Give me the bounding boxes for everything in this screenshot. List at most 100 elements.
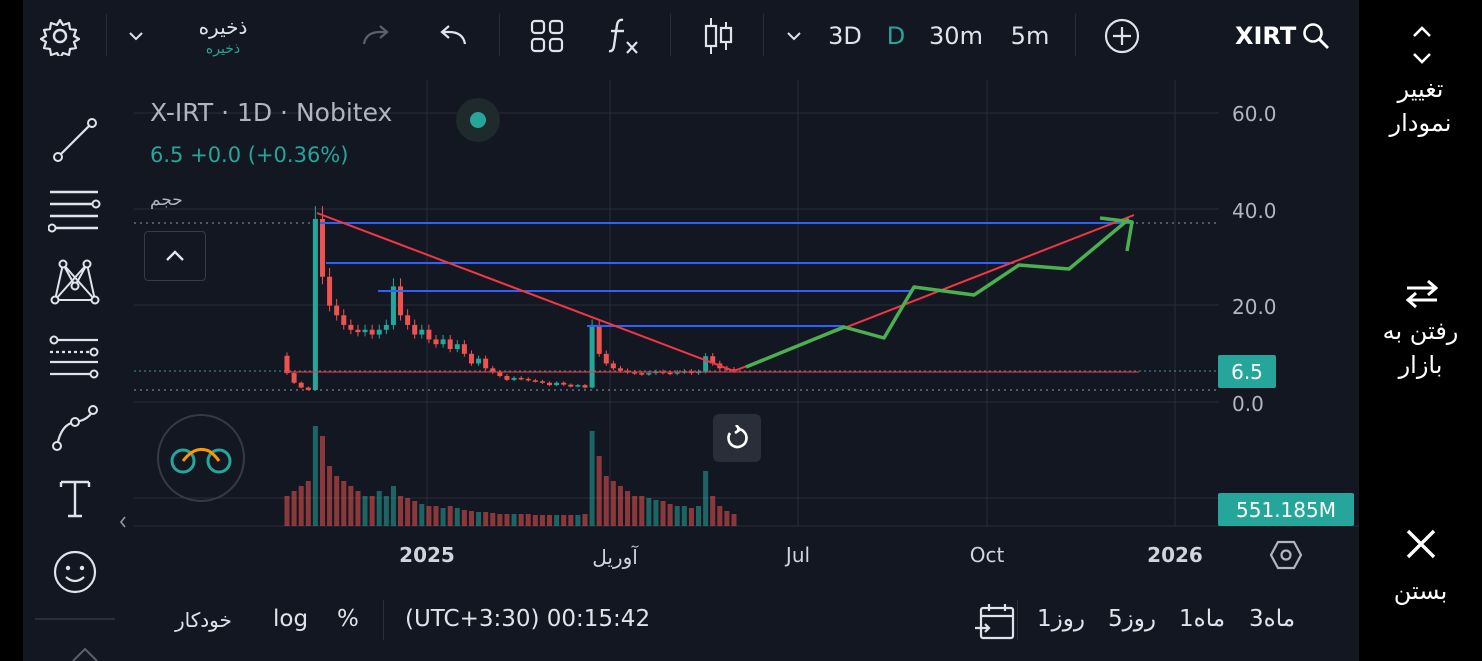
status-dot-icon bbox=[470, 112, 486, 128]
go-to-market-button[interactable]: رفتن به بازار bbox=[1359, 314, 1482, 382]
drawing-green-projection[interactable] bbox=[745, 217, 1131, 369]
interval-30m-button[interactable]: 30m bbox=[929, 22, 983, 50]
chart-switch-chevrons-icon[interactable] bbox=[1411, 24, 1433, 70]
change-chart-button[interactable]: تغییر نمودار bbox=[1359, 72, 1482, 140]
emoji-smiley-icon[interactable] bbox=[43, 540, 107, 604]
volume-bar bbox=[710, 496, 716, 526]
swap-arrows-icon[interactable] bbox=[1403, 278, 1441, 314]
symbol-legend[interactable]: X-IRT · 1D · Nobitex bbox=[150, 98, 392, 127]
candle-body bbox=[525, 378, 531, 381]
candle-body bbox=[284, 355, 290, 374]
fib-retracement-icon[interactable] bbox=[43, 178, 107, 242]
toolbar-separator bbox=[499, 14, 500, 56]
drawing-toolbar bbox=[23, 80, 127, 661]
save-layout-button[interactable]: ذخیره ذخیره bbox=[173, 0, 273, 72]
volume-bar bbox=[440, 508, 446, 526]
reset-rotate-icon bbox=[727, 425, 748, 449]
auto-scale-toggle[interactable]: خودکار bbox=[175, 608, 232, 632]
candle-body bbox=[483, 358, 489, 369]
forecast-projection-icon[interactable] bbox=[43, 324, 107, 388]
volume-bar bbox=[724, 511, 730, 526]
undo-icon[interactable] bbox=[430, 0, 476, 72]
price-chart[interactable]: 60.0 40.0 20.0 0.0 6.5 551.185M 2025 آور… bbox=[134, 80, 1359, 582]
volume-bar bbox=[667, 504, 673, 526]
volume-bar bbox=[327, 466, 333, 526]
candle-body bbox=[312, 218, 318, 390]
reset-chart-button[interactable] bbox=[713, 414, 761, 462]
favorites-diamond-icon[interactable] bbox=[71, 645, 99, 661]
log-scale-toggle[interactable]: log bbox=[273, 606, 309, 632]
curve-brush-icon[interactable] bbox=[43, 396, 107, 460]
save-label: ذخیره bbox=[198, 15, 248, 39]
interval-d-button[interactable]: D bbox=[886, 22, 906, 50]
volume-bar bbox=[532, 515, 538, 526]
volume-bar bbox=[419, 504, 425, 526]
candles-chart-type-icon[interactable] bbox=[695, 0, 741, 72]
candle-body bbox=[575, 385, 581, 387]
range-3m-button[interactable]: 3ماه bbox=[1249, 606, 1296, 632]
go-to-date-calendar-icon[interactable] bbox=[975, 602, 1017, 646]
trading-chart-app: ذخیره ذخیره bbox=[23, 0, 1359, 661]
volume-bar bbox=[348, 486, 354, 526]
indicators-fx-icon[interactable] bbox=[601, 0, 647, 72]
candle-body bbox=[589, 324, 595, 388]
collapse-legend-button[interactable] bbox=[144, 231, 206, 281]
chart-pane[interactable]: 60.0 40.0 20.0 0.0 6.5 551.185M 2025 آور… bbox=[134, 80, 1359, 582]
candle-body bbox=[334, 305, 340, 316]
text-tool-icon[interactable] bbox=[43, 466, 107, 530]
price-tick-20: 20.0 bbox=[1232, 295, 1277, 319]
drawing-trend-lines[interactable] bbox=[316, 212, 1135, 373]
trend-line-icon[interactable] bbox=[43, 108, 107, 172]
chevron-down-icon[interactable] bbox=[123, 0, 149, 72]
layout-grid-icon[interactable] bbox=[523, 0, 571, 72]
add-symbol-plus-icon[interactable] bbox=[1099, 0, 1145, 72]
symbol-search-button[interactable]: XIRT bbox=[1235, 0, 1359, 72]
candle-body bbox=[454, 344, 460, 350]
candle-body bbox=[617, 368, 623, 371]
time-tick-2025: 2025 bbox=[399, 543, 455, 567]
drawing-arrow-head[interactable] bbox=[1099, 216, 1134, 252]
candle-body bbox=[412, 324, 418, 335]
chart-settings-hexagon-icon[interactable] bbox=[1269, 538, 1303, 576]
market-status-indicator[interactable] bbox=[456, 98, 500, 142]
volume-bar bbox=[312, 426, 318, 526]
volume-bar bbox=[568, 515, 574, 526]
volume-bar bbox=[398, 496, 404, 526]
candle-body bbox=[667, 372, 673, 375]
candle-body bbox=[305, 387, 311, 390]
interval-3d-button[interactable]: 3D bbox=[828, 22, 862, 50]
toolbar-separator bbox=[763, 14, 764, 56]
range-5d-button[interactable]: 5روز bbox=[1108, 606, 1156, 632]
interval-5m-button[interactable]: 5m bbox=[1010, 22, 1050, 50]
range-1d-button[interactable]: 1روز bbox=[1037, 606, 1085, 632]
percent-scale-toggle[interactable]: % bbox=[337, 606, 359, 632]
save-sub-label: ذخیره bbox=[205, 41, 241, 57]
candle-body bbox=[561, 382, 567, 385]
volume-bar bbox=[298, 486, 304, 526]
volume-bar bbox=[461, 510, 467, 526]
range-1m-button[interactable]: 1ماه bbox=[1179, 606, 1226, 632]
volume-bar bbox=[582, 514, 588, 526]
close-icon[interactable] bbox=[1405, 528, 1437, 564]
pattern-xabcd-icon[interactable] bbox=[43, 250, 107, 314]
collapse-toolbar-chevron-icon[interactable] bbox=[119, 514, 127, 533]
volume-bar bbox=[625, 491, 631, 526]
candle-body bbox=[369, 329, 375, 335]
redo-icon[interactable] bbox=[353, 0, 399, 72]
volume-bar bbox=[717, 506, 723, 526]
settings-gear-icon[interactable] bbox=[37, 0, 83, 72]
volume-bar bbox=[504, 514, 510, 526]
interval-chevron-down-icon[interactable] bbox=[781, 0, 807, 72]
bottom-separator bbox=[1017, 600, 1018, 640]
candle-body bbox=[390, 286, 396, 325]
candle-body bbox=[341, 315, 347, 325]
horizontal-ray-drawings[interactable] bbox=[320, 222, 1134, 327]
candle-body bbox=[504, 375, 510, 380]
change-chart-line2: نمودار bbox=[1389, 109, 1452, 137]
timezone-clock[interactable]: (UTC+3:30) 00:15:42 bbox=[405, 606, 651, 632]
candle-body bbox=[511, 377, 517, 380]
close-button[interactable]: بستن bbox=[1393, 577, 1448, 605]
candle-body bbox=[362, 329, 368, 333]
candle-body bbox=[497, 372, 503, 376]
candle-body bbox=[639, 373, 645, 375]
